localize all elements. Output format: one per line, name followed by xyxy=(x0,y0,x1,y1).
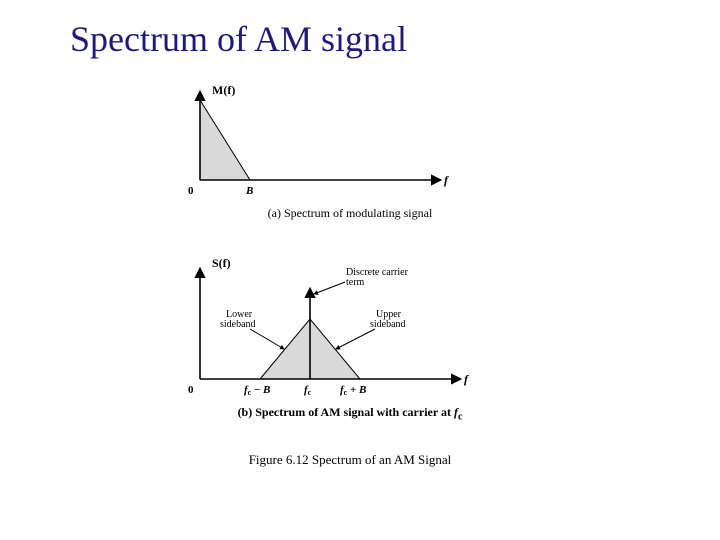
xlabel-a: f xyxy=(444,173,449,187)
panel-a-svg: M(f) f 0 B xyxy=(170,80,450,200)
xlabel-b: f xyxy=(464,372,469,386)
upper-sideband-pointer xyxy=(336,329,375,349)
fc-label: fc xyxy=(304,384,312,397)
panel-b-svg: Lower sideband Upper sideband Discrete c… xyxy=(170,249,470,399)
lower-sideband-pointer xyxy=(250,329,284,349)
origin-a: 0 xyxy=(188,185,194,197)
caption-b: (b) Spectrum of AM signal with carrier a… xyxy=(170,405,530,422)
fc-plus-B-label: fc + B xyxy=(340,384,366,397)
baseband-triangle xyxy=(200,100,250,180)
caption-a: (a) Spectrum of modulating signal xyxy=(170,206,530,221)
fc-minus-B-label: fc − B xyxy=(244,384,270,397)
B-label: B xyxy=(245,185,253,197)
slide-title: Spectrum of AM signal xyxy=(70,18,407,60)
lower-sideband-label: Lower sideband xyxy=(220,309,256,330)
ylabel-a: M(f) xyxy=(212,83,235,97)
figure-caption: Figure 6.12 Spectrum of an AM Signal xyxy=(170,452,530,468)
carrier-label: Discrete carrier term xyxy=(346,267,410,288)
diagram-area: M(f) f 0 B (a) Spectrum of modulating si… xyxy=(170,80,530,500)
upper-sideband-label: Upper sideband xyxy=(370,309,406,330)
origin-b: 0 xyxy=(188,384,194,396)
carrier-pointer xyxy=(314,282,345,294)
ylabel-b: S(f) xyxy=(212,256,231,270)
